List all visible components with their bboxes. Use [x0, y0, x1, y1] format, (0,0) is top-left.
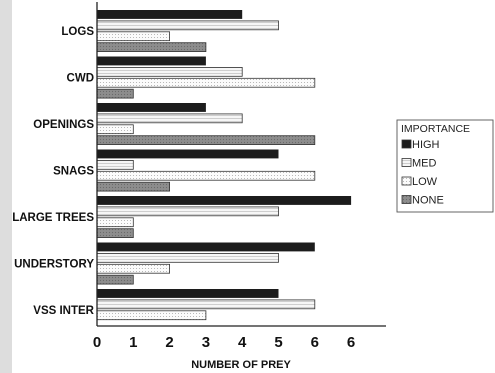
bar-cwd-med [96, 67, 243, 77]
x-tick-label: 4 [238, 334, 247, 351]
legend-swatch-high [401, 139, 412, 149]
bar-snags-low [96, 170, 316, 181]
bar-logs-low [96, 31, 170, 42]
category-label-snags: SNAGS [53, 165, 94, 177]
bar-openings-med [96, 113, 243, 124]
legend: IMPORTANCE HIGH MED LOW NONE [396, 119, 494, 213]
category-label-cwd: CWD [67, 72, 94, 84]
category-label-openings: OPENINGS [33, 119, 94, 131]
legend-label-med: MED [412, 158, 437, 170]
bar-vss-inter-med [96, 299, 316, 310]
x-tick-label: 1 [129, 334, 137, 351]
x-tick-label: 2 [165, 334, 173, 351]
bar-snags-high [97, 149, 279, 159]
legend-swatch-med [401, 158, 412, 167]
bar-large-trees-none [96, 228, 134, 238]
x-tick-label: 6 [347, 334, 355, 351]
legend-box [396, 119, 494, 213]
bar-understory-high [97, 242, 315, 252]
legend-swatch-low [401, 176, 412, 186]
x-tick-label: 3 [202, 334, 210, 351]
left-strip [0, 0, 12, 373]
x-tick-label: 0 [93, 334, 101, 351]
legend-label-low: LOW [412, 176, 438, 188]
bar-openings-none [96, 135, 316, 145]
bar-snags-med [96, 159, 134, 170]
x-tick-label: 5 [274, 334, 282, 351]
bars-group [96, 10, 352, 321]
bar-large-trees-med [96, 206, 279, 217]
bar-logs-none [96, 42, 207, 53]
bar-large-trees-low [96, 217, 134, 228]
bar-cwd-high [97, 56, 206, 66]
bar-openings-low [96, 124, 134, 135]
bar-snags-none [96, 181, 170, 192]
bar-vss-inter-high [97, 289, 279, 298]
axes-group [96, 2, 386, 327]
bar-logs-high [97, 10, 243, 19]
bar-understory-low [96, 263, 170, 274]
bar-logs-med [96, 20, 279, 31]
bar-large-trees-high [97, 196, 352, 205]
tick-labels: 0 1 2 3 4 5 6 6 [93, 334, 355, 351]
legend-title: IMPORTANCE [401, 123, 470, 135]
x-tick-label: 6 [311, 334, 319, 351]
legend-label-high: HIGH [412, 139, 440, 151]
category-label-logs: LOGS [61, 26, 94, 38]
legend-swatch-none [401, 195, 412, 204]
bar-understory-none [96, 274, 134, 285]
bar-vss-inter-low [96, 310, 207, 321]
category-label-vss-inter: VSS INTER [33, 305, 94, 317]
x-axis-title: NUMBER OF PREY [191, 359, 291, 371]
bar-openings-high [97, 103, 206, 112]
legend-label-none: NONE [412, 195, 444, 207]
bar-cwd-none [96, 88, 134, 99]
bar-cwd-low [96, 77, 316, 88]
category-label-large-trees: LARGE TREES [12, 212, 94, 224]
category-label-understory: UNDERSTORY [14, 258, 94, 270]
category-labels: LOGS CWD OPENINGS SNAGS LARGE TREES UNDERSTOR… [12, 26, 94, 317]
bar-understory-med [96, 252, 279, 263]
